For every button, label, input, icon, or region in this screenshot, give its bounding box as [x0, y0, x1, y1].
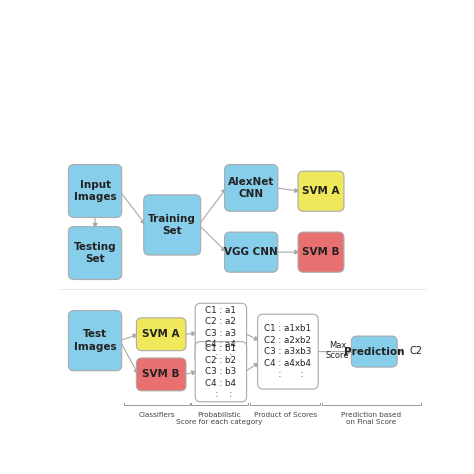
FancyBboxPatch shape — [225, 164, 278, 211]
Text: VGG CNN: VGG CNN — [224, 247, 278, 257]
FancyBboxPatch shape — [195, 303, 246, 364]
Text: C1 : a1
C2 : a2
C3 : a3
C4 : a4
  :    :: C1 : a1 C2 : a2 C3 : a3 C4 : a4 : : — [205, 306, 237, 361]
FancyBboxPatch shape — [137, 318, 186, 351]
FancyBboxPatch shape — [298, 232, 344, 272]
Text: SVM B: SVM B — [143, 369, 180, 379]
Text: Probabilistic
Score for each category: Probabilistic Score for each category — [176, 411, 262, 425]
FancyBboxPatch shape — [68, 227, 122, 280]
Text: Classifiers: Classifiers — [138, 411, 175, 418]
Text: Product of Scores: Product of Scores — [254, 411, 317, 418]
Text: Max
Score: Max Score — [326, 341, 349, 360]
FancyBboxPatch shape — [351, 336, 397, 367]
Text: SVM A: SVM A — [302, 186, 340, 196]
FancyBboxPatch shape — [195, 342, 246, 402]
Text: SVM A: SVM A — [143, 329, 180, 339]
FancyBboxPatch shape — [225, 232, 278, 272]
FancyBboxPatch shape — [137, 358, 186, 391]
Text: C1 : b1
C2 : b2
C3 : b3
C4 : b4
  :    :: C1 : b1 C2 : b2 C3 : b3 C4 : b4 : : — [205, 344, 237, 399]
Text: C2: C2 — [410, 346, 422, 356]
FancyBboxPatch shape — [68, 310, 122, 371]
FancyBboxPatch shape — [144, 195, 201, 255]
Text: C1 : a1xb1
C2 : a2xb2
C3 : a3xb3
C4 : a4xb4
  :       :: C1 : a1xb1 C2 : a2xb2 C3 : a3xb3 C4 : a4… — [264, 324, 311, 379]
FancyBboxPatch shape — [298, 171, 344, 211]
Text: Prediction: Prediction — [344, 346, 404, 356]
Text: SVM B: SVM B — [302, 247, 340, 257]
FancyBboxPatch shape — [68, 164, 122, 218]
Text: Testing
Set: Testing Set — [74, 242, 117, 264]
Text: Input
Images: Input Images — [74, 180, 117, 202]
FancyBboxPatch shape — [258, 314, 318, 389]
Text: Test
Images: Test Images — [74, 329, 117, 352]
Text: AlexNet
CNN: AlexNet CNN — [228, 176, 274, 199]
Text: Prediction based
on Final Score: Prediction based on Final Score — [341, 411, 401, 425]
Text: Training
Set: Training Set — [148, 214, 196, 237]
